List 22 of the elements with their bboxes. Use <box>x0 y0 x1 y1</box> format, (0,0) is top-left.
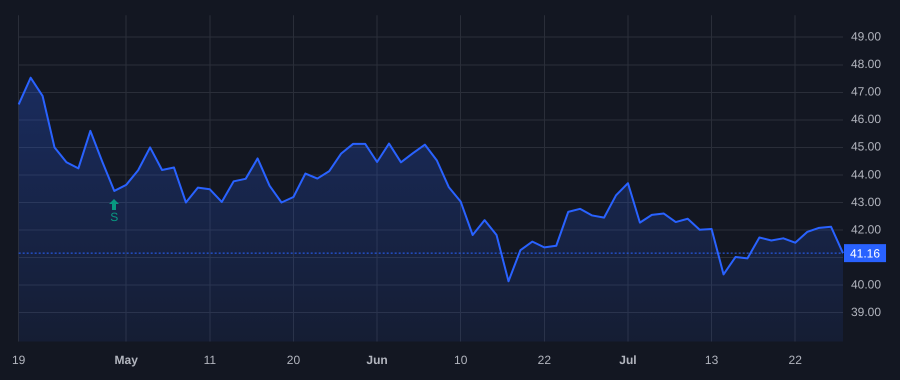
y-tick-label: 49.00 <box>851 30 882 44</box>
x-tick-label: 19 <box>12 353 26 368</box>
x-tick-label: 10 <box>454 353 468 368</box>
x-tick-label: Jun <box>366 353 388 368</box>
y-tick-label: 42.00 <box>851 222 882 236</box>
x-tick-label: Jul <box>619 353 637 368</box>
x-tick-label: 22 <box>538 353 552 368</box>
y-tick-label: 46.00 <box>851 112 882 126</box>
y-tick-label: 43.00 <box>851 194 882 209</box>
y-tick-label: 48.00 <box>851 57 882 72</box>
y-tick-label: 44.00 <box>851 167 882 182</box>
x-tick-label: May <box>114 353 138 368</box>
x-tick-label: 22 <box>788 353 802 368</box>
ref-line-label: 41.16 <box>850 246 880 260</box>
annotation: S <box>110 210 118 224</box>
x-tick-label: 13 <box>704 353 719 368</box>
y-tick-label: 45.00 <box>851 140 882 154</box>
y-tick-label: 40.00 <box>851 277 882 292</box>
y-tick-label: 39.00 <box>851 304 882 319</box>
y-tick-label: 47.00 <box>851 84 882 99</box>
x-tick-label: 20 <box>286 353 300 368</box>
x-tick-label: 11 <box>204 353 216 368</box>
